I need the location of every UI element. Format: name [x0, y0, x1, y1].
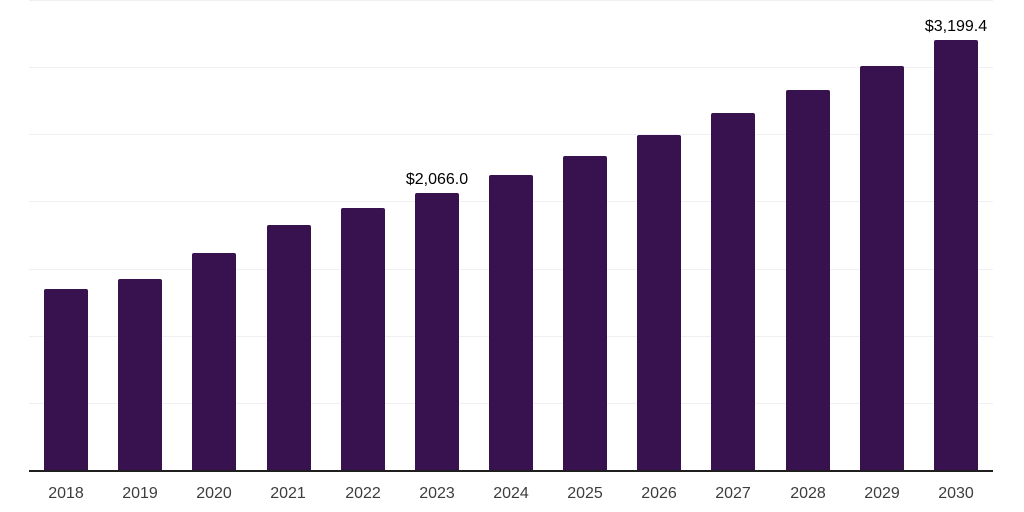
- x-tick-2026: 2026: [641, 485, 677, 502]
- x-tick-2025: 2025: [567, 485, 603, 502]
- x-tick-2027: 2027: [715, 485, 751, 502]
- bar-2023[interactable]: [415, 193, 459, 470]
- x-tick-2023: 2023: [419, 485, 455, 502]
- bar-2019[interactable]: [118, 279, 162, 470]
- x-tick-2022: 2022: [345, 485, 381, 502]
- bar-2029[interactable]: [860, 66, 904, 470]
- bar-2018[interactable]: [44, 289, 88, 470]
- x-tick-2030: 2030: [938, 485, 974, 502]
- bar-2027[interactable]: [711, 113, 755, 470]
- bar-2025[interactable]: [563, 156, 607, 470]
- x-tick-2020: 2020: [196, 485, 232, 502]
- value-label-2023: $2,066.0: [405, 171, 469, 188]
- x-tick-2019: 2019: [122, 485, 158, 502]
- bar-2028[interactable]: [786, 90, 830, 470]
- bar-2021[interactable]: [267, 225, 311, 470]
- bar-2020[interactable]: [192, 253, 236, 470]
- x-axis-line: [29, 470, 993, 472]
- bar-2026[interactable]: [637, 135, 681, 470]
- x-tick-2018: 2018: [48, 485, 84, 502]
- x-tick-2029: 2029: [864, 485, 900, 502]
- x-tick-2021: 2021: [270, 485, 306, 502]
- x-tick-2024: 2024: [493, 485, 529, 502]
- x-tick-2028: 2028: [790, 485, 826, 502]
- gridline-2500: [29, 134, 993, 135]
- bar-2022[interactable]: [341, 208, 385, 470]
- gridline-3500: [29, 0, 993, 1]
- gridline-3000: [29, 67, 993, 68]
- value-label-2030: $3,199.4: [924, 18, 988, 35]
- bar-2024[interactable]: [489, 175, 533, 470]
- bar-2030[interactable]: [934, 40, 978, 470]
